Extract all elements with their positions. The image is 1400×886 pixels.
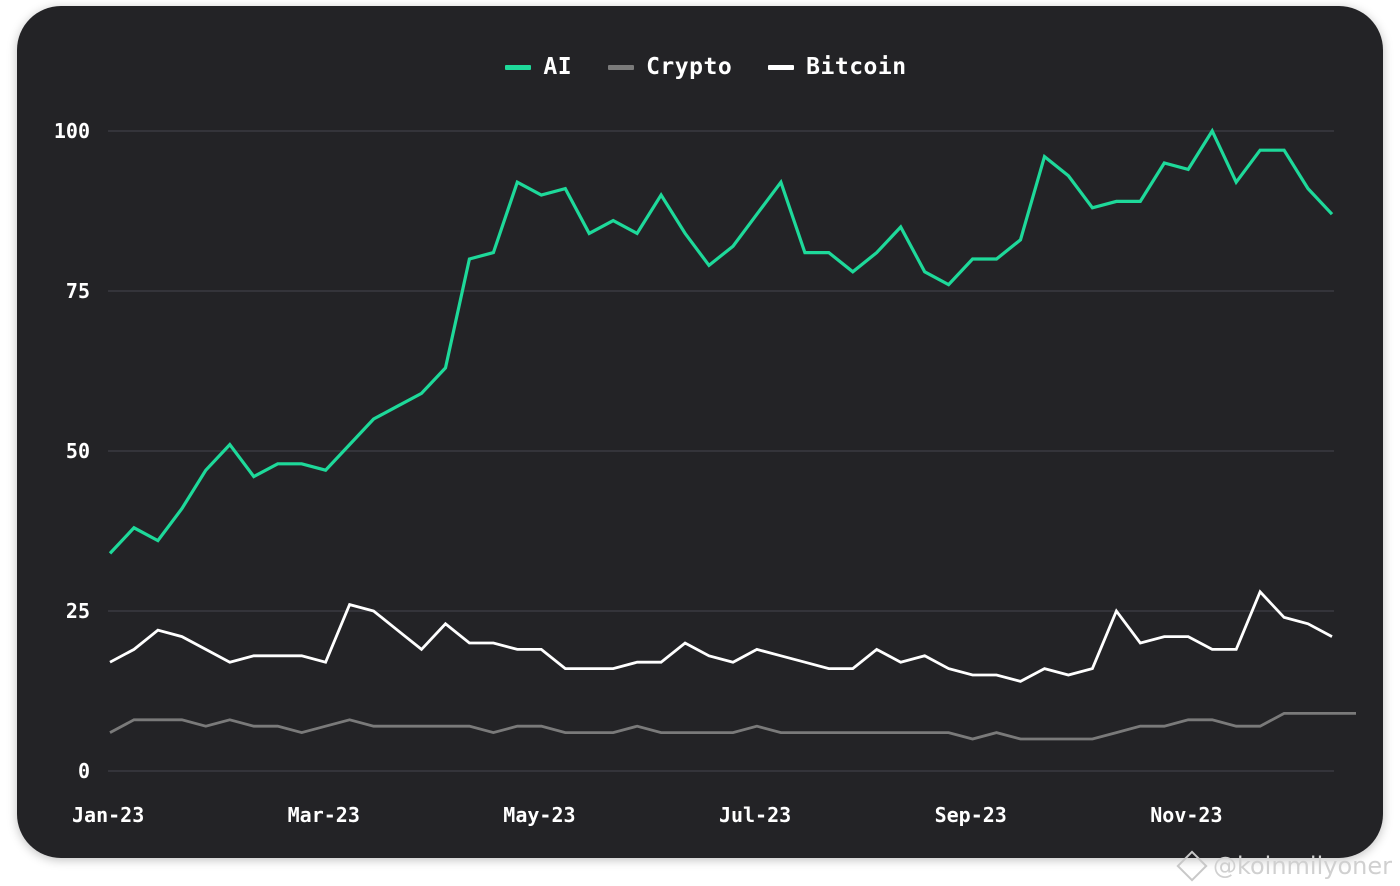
legend-item-bitcoin[interactable]: Bitcoin (768, 54, 906, 80)
series-line-bitcoin[interactable] (109, 589, 1333, 683)
x-axis: Jan-23 Mar-23 May-23 Jul-23 Sep-23 Nov-23 (72, 803, 1222, 827)
gridlines (108, 130, 1334, 772)
x-tick-label: Jul-23 (719, 803, 791, 827)
legend-item-ai[interactable]: AI (505, 54, 572, 80)
legend-label-ai: AI (543, 54, 573, 80)
watermark-text: @koinmilyoner (1212, 852, 1392, 880)
diamond-logo-icon (1176, 850, 1208, 882)
series-lines (108, 127, 1356, 741)
y-tick-label: 100 (54, 119, 90, 143)
legend-swatch-ai (505, 64, 532, 70)
chart-card (17, 6, 1383, 858)
x-tick-label: Mar-23 (288, 803, 360, 827)
y-axis: 0 25 50 75 100 (54, 119, 90, 783)
y-tick-label: 25 (66, 599, 90, 623)
x-tick-label: Sep-23 (935, 803, 1007, 827)
x-tick-label: Jan-23 (72, 803, 144, 827)
y-tick-label: 75 (66, 279, 90, 303)
legend-swatch-bitcoin (768, 64, 795, 70)
x-tick-label: May-23 (503, 803, 575, 827)
legend-swatch-crypto (608, 64, 635, 70)
legend-label-crypto: Crypto (646, 54, 733, 80)
legend-item-crypto[interactable]: Crypto (608, 54, 732, 80)
series-line-ai[interactable] (108, 127, 1334, 555)
y-tick-label: 0 (78, 759, 90, 783)
x-tick-label: Nov-23 (1150, 803, 1222, 827)
y-tick-label: 50 (66, 439, 90, 463)
legend-label-bitcoin: Bitcoin (806, 54, 907, 80)
watermark: @koinmilyoner (1176, 850, 1392, 882)
legend: AI Crypto Bitcoin (6, 54, 1400, 80)
series-line-crypto[interactable] (109, 712, 1356, 741)
